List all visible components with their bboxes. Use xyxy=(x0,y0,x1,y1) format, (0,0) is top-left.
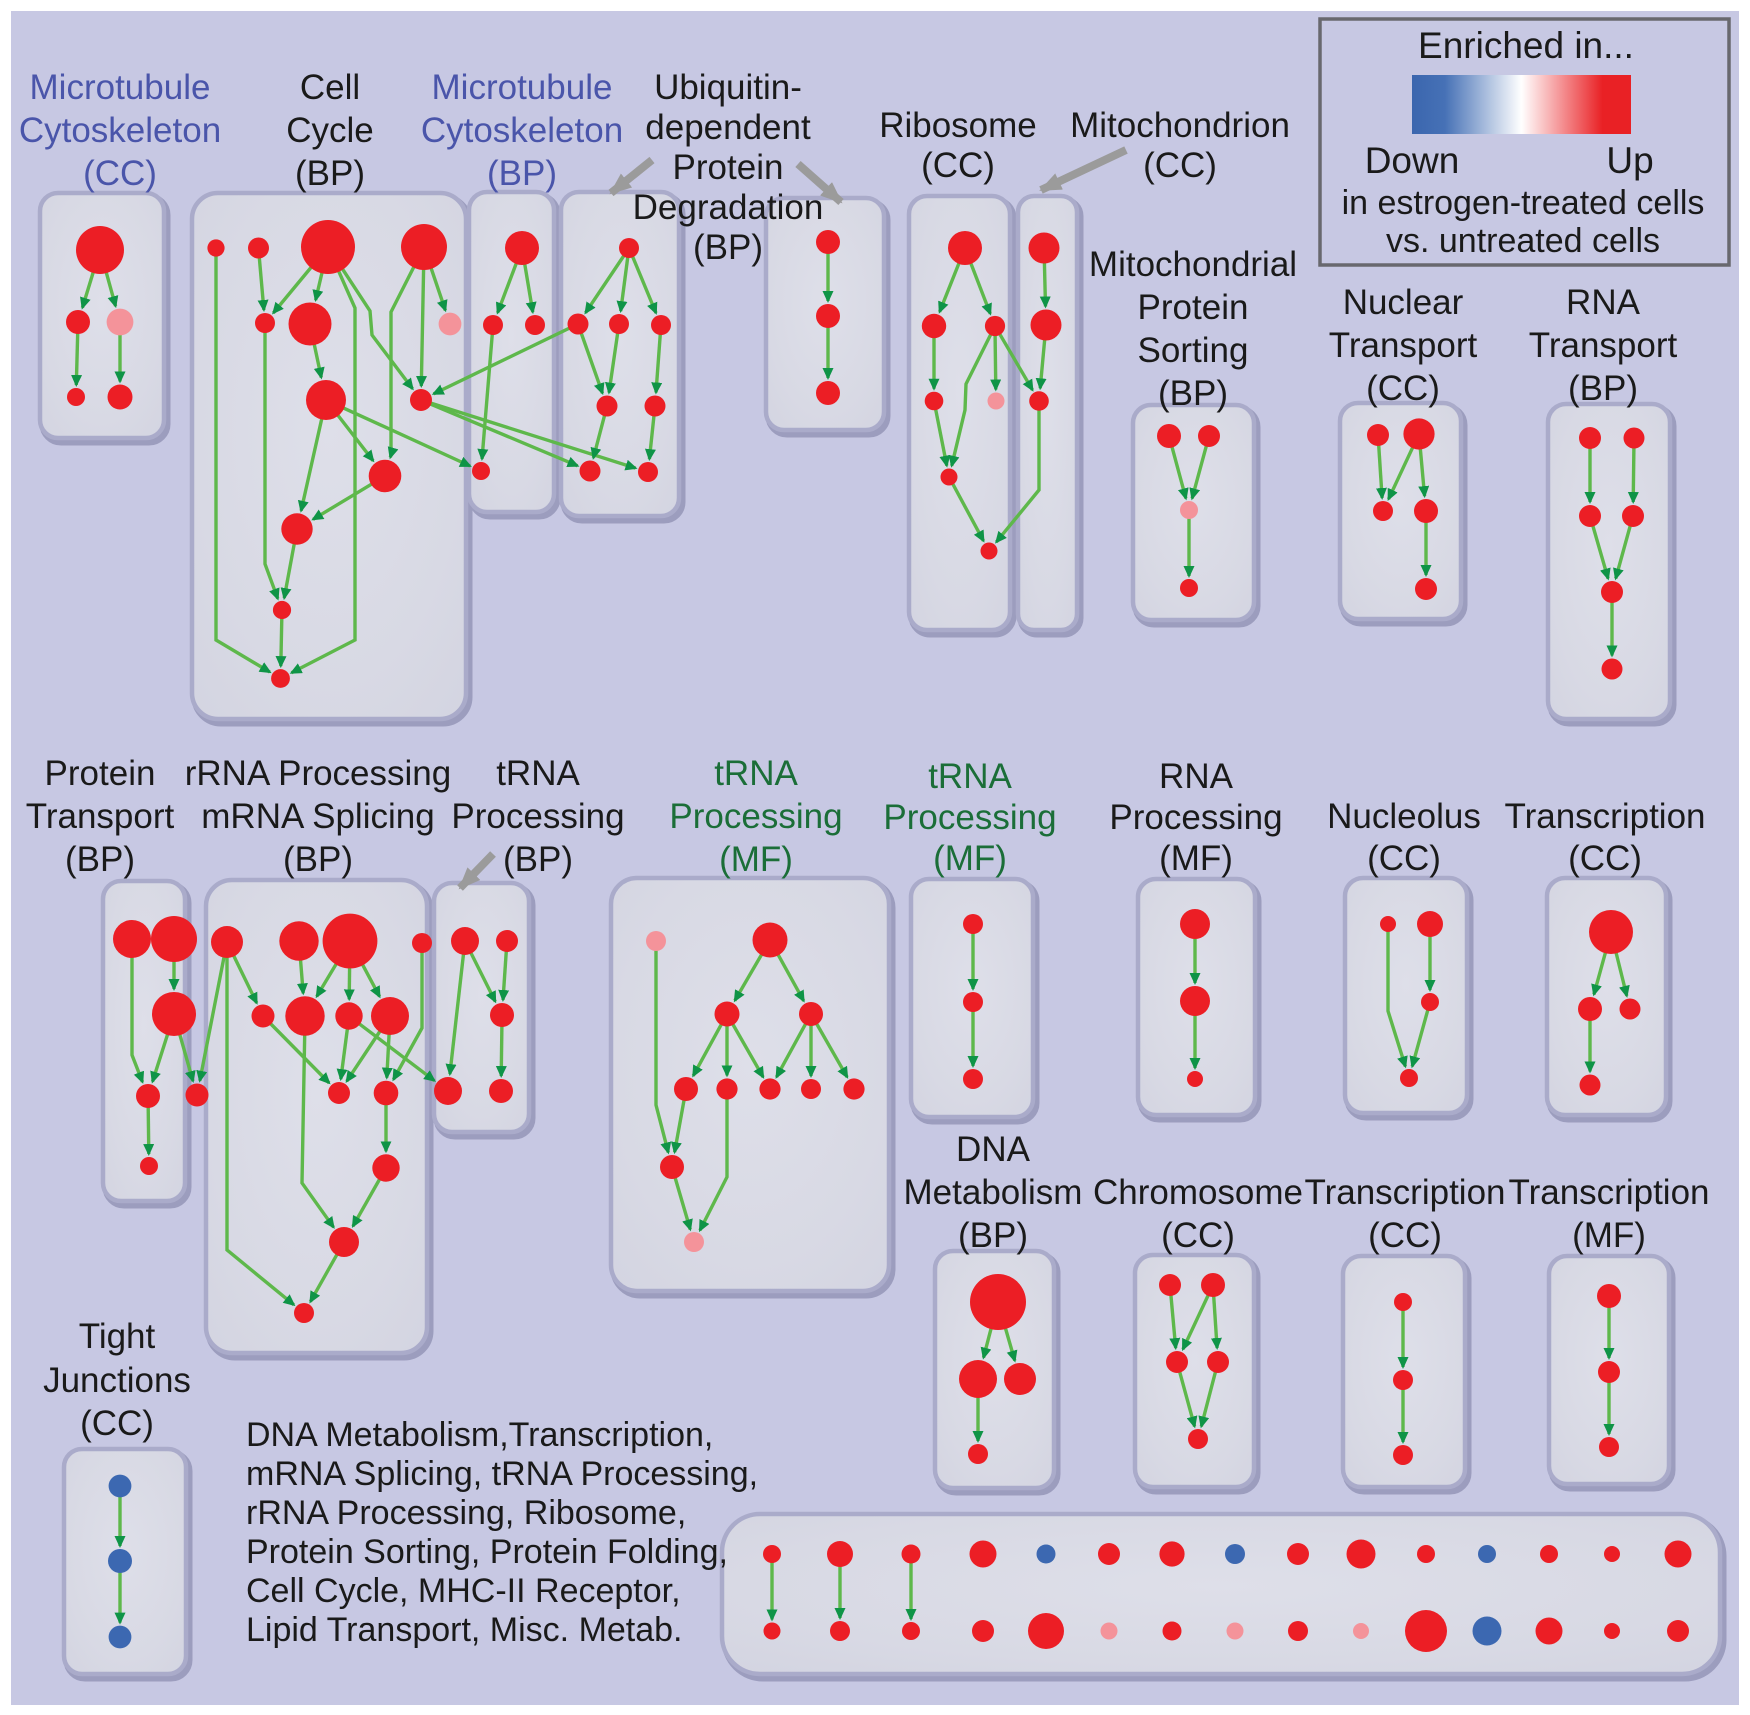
svg-text:RNA: RNA xyxy=(1566,283,1641,322)
svg-text:Cytoskeleton: Cytoskeleton xyxy=(19,111,221,150)
svg-text:Mitochondrion: Mitochondrion xyxy=(1070,106,1290,145)
svg-text:(BP): (BP) xyxy=(1568,369,1638,408)
svg-text:Microtubule: Microtubule xyxy=(432,68,613,107)
svg-text:mRNA Splicing: mRNA Splicing xyxy=(201,797,434,836)
svg-text:Processing: Processing xyxy=(669,797,842,836)
svg-text:Junctions: Junctions xyxy=(43,1361,191,1400)
svg-text:Processing: Processing xyxy=(883,798,1056,837)
svg-text:Ubiquitin-: Ubiquitin- xyxy=(654,68,802,107)
svg-text:Microtubule: Microtubule xyxy=(30,68,211,107)
svg-text:Processing: Processing xyxy=(451,797,624,836)
svg-text:Cycle: Cycle xyxy=(286,111,374,150)
svg-text:tRNA: tRNA xyxy=(496,754,580,793)
svg-text:Transcription: Transcription xyxy=(1505,797,1706,836)
svg-text:(CC): (CC) xyxy=(1161,1216,1235,1255)
svg-text:(BP): (BP) xyxy=(693,228,763,267)
svg-text:Protein Sorting, Protein Foldi: Protein Sorting, Protein Folding, xyxy=(246,1533,728,1571)
svg-text:Transport: Transport xyxy=(1329,326,1478,365)
svg-text:tRNA: tRNA xyxy=(928,757,1012,796)
svg-text:(CC): (CC) xyxy=(80,1404,154,1443)
svg-text:Protein: Protein xyxy=(1138,288,1249,327)
svg-text:(CC): (CC) xyxy=(83,154,157,193)
svg-text:Mitochondrial: Mitochondrial xyxy=(1089,245,1297,284)
svg-text:Protein: Protein xyxy=(673,148,784,187)
svg-text:rRNA Processing: rRNA Processing xyxy=(185,754,451,793)
svg-text:(CC): (CC) xyxy=(1143,146,1217,185)
svg-text:Enriched in...: Enriched in... xyxy=(1418,25,1634,66)
svg-text:Ribosome: Ribosome xyxy=(879,106,1037,145)
svg-text:dependent: dependent xyxy=(645,108,811,147)
svg-text:Chromosome: Chromosome xyxy=(1093,1173,1303,1212)
svg-text:in estrogen-treated cells: in estrogen-treated cells xyxy=(1342,184,1705,222)
svg-text:(MF): (MF) xyxy=(1572,1216,1646,1255)
svg-text:(CC): (CC) xyxy=(1366,369,1440,408)
svg-text:Up: Up xyxy=(1606,140,1653,181)
svg-text:Transcription: Transcription xyxy=(1509,1173,1710,1212)
svg-text:Cytoskeleton: Cytoskeleton xyxy=(421,111,623,150)
svg-text:Processing: Processing xyxy=(1109,798,1282,837)
svg-text:DNA: DNA xyxy=(956,1130,1031,1169)
svg-text:(MF): (MF) xyxy=(1159,839,1233,878)
svg-text:(BP): (BP) xyxy=(1158,374,1228,413)
svg-text:Degradation: Degradation xyxy=(633,188,824,227)
svg-text:(CC): (CC) xyxy=(1368,1216,1442,1255)
svg-text:Nucleolus: Nucleolus xyxy=(1327,797,1481,836)
svg-text:Tight: Tight xyxy=(79,1317,156,1356)
svg-text:Cell Cycle, MHC-II Receptor,: Cell Cycle, MHC-II Receptor, xyxy=(246,1572,681,1610)
svg-text:(BP): (BP) xyxy=(65,840,135,879)
svg-text:Transport: Transport xyxy=(1529,326,1678,365)
svg-text:(CC): (CC) xyxy=(1568,839,1642,878)
svg-text:Nuclear: Nuclear xyxy=(1343,283,1464,322)
svg-text:(MF): (MF) xyxy=(719,840,793,879)
svg-text:Lipid Transport, Misc. Metab.: Lipid Transport, Misc. Metab. xyxy=(246,1611,683,1649)
svg-text:(BP): (BP) xyxy=(283,840,353,879)
svg-text:Metabolism: Metabolism xyxy=(904,1173,1083,1212)
svg-text:(BP): (BP) xyxy=(503,840,573,879)
svg-text:Protein: Protein xyxy=(45,754,156,793)
svg-text:(BP): (BP) xyxy=(958,1216,1028,1255)
svg-text:tRNA: tRNA xyxy=(714,754,798,793)
svg-text:RNA: RNA xyxy=(1159,757,1234,796)
svg-text:mRNA Splicing, tRNA Processing: mRNA Splicing, tRNA Processing, xyxy=(246,1455,758,1493)
svg-text:(MF): (MF) xyxy=(933,839,1007,878)
svg-text:(CC): (CC) xyxy=(1367,839,1441,878)
svg-text:(BP): (BP) xyxy=(295,154,365,193)
svg-text:vs. untreated cells: vs. untreated cells xyxy=(1386,222,1660,260)
svg-text:(BP): (BP) xyxy=(487,154,557,193)
svg-text:Transport: Transport xyxy=(26,797,175,836)
svg-text:Down: Down xyxy=(1365,140,1460,181)
svg-text:Sorting: Sorting xyxy=(1138,331,1249,370)
svg-text:Transcription: Transcription xyxy=(1305,1173,1506,1212)
svg-text:(CC): (CC) xyxy=(921,146,995,185)
svg-text:Cell: Cell xyxy=(300,68,360,107)
svg-text:DNA Metabolism,Transcription,: DNA Metabolism,Transcription, xyxy=(246,1416,713,1454)
svg-text:rRNA Processing, Ribosome,: rRNA Processing, Ribosome, xyxy=(246,1494,686,1532)
